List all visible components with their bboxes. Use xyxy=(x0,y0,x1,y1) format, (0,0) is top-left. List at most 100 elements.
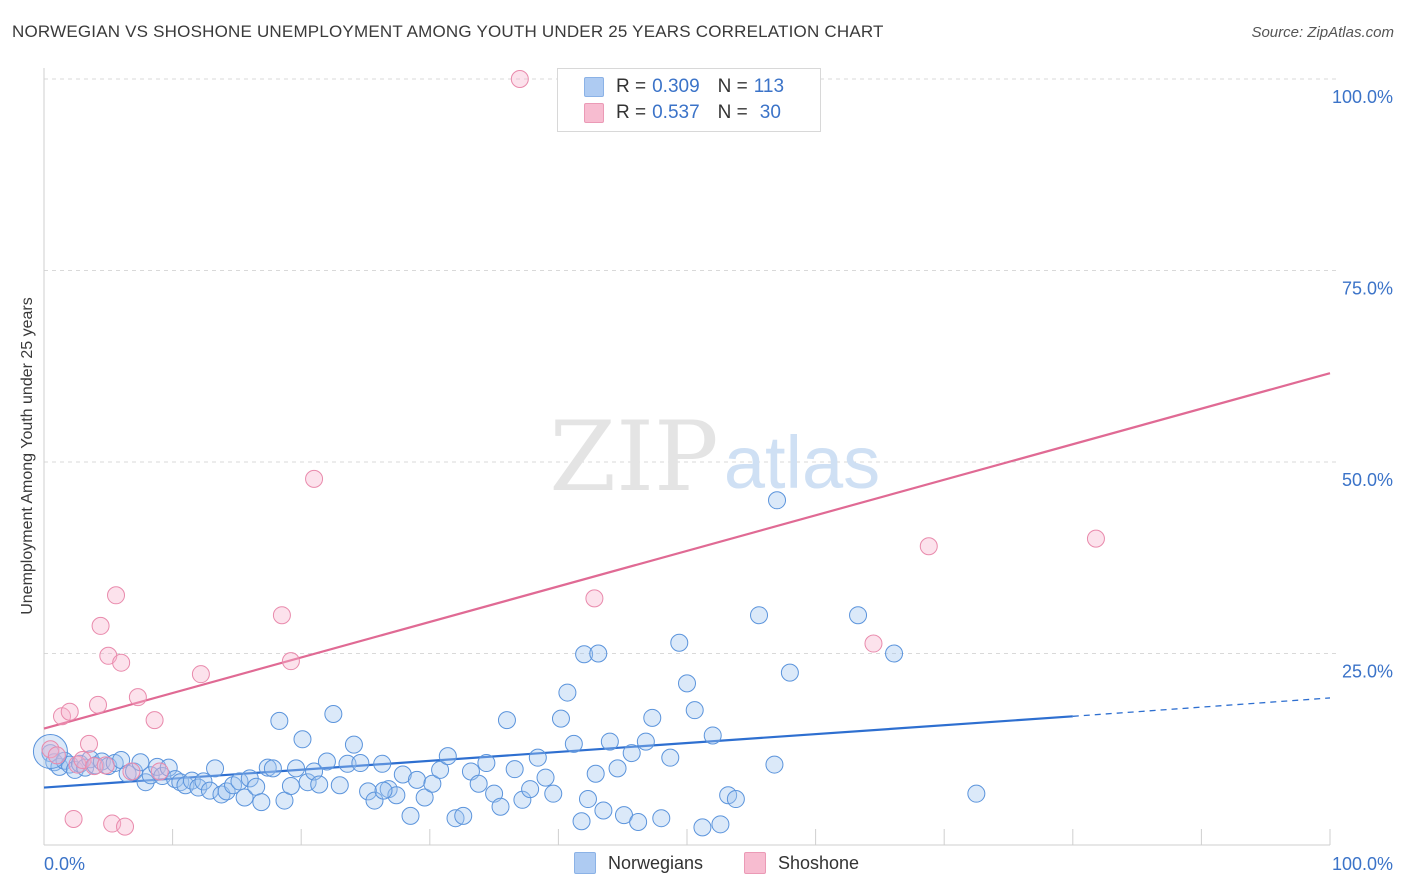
legend-swatch-blue xyxy=(584,77,604,97)
norwegians-point xyxy=(206,759,225,778)
legend-swatch-pink xyxy=(584,103,604,123)
norwegians-point xyxy=(171,773,190,792)
norwegians-point xyxy=(711,815,730,834)
norwegians-point xyxy=(505,760,524,779)
legend-row-shoshone: R = 0.537 N = 30 xyxy=(584,102,781,124)
shoshone-point xyxy=(585,589,604,608)
norwegians-point xyxy=(310,775,329,794)
norwegians-point xyxy=(344,735,363,754)
norwegians-point xyxy=(477,754,496,773)
series-legend: Norwegians Shoshone xyxy=(0,852,1406,876)
norwegians-point xyxy=(594,801,613,820)
norwegians-point xyxy=(765,755,784,774)
norwegians-point xyxy=(967,784,986,803)
legend-r-value: 0.537 xyxy=(652,102,700,123)
norwegians-point xyxy=(600,732,619,751)
norwegians-point xyxy=(293,730,312,749)
norwegians-point xyxy=(317,752,336,771)
norwegians-point xyxy=(670,633,689,652)
legend-swatch-pink xyxy=(744,852,766,874)
norwegians-point xyxy=(564,734,583,753)
shoshone-point xyxy=(272,606,291,625)
norwegians-point xyxy=(324,705,343,724)
norwegians-point xyxy=(159,758,178,777)
norwegians-point xyxy=(252,793,271,812)
norwegians-point xyxy=(131,753,150,772)
norwegians-point xyxy=(849,606,868,625)
norwegians-point xyxy=(586,764,605,783)
legend-item-shoshone[interactable]: Shoshone xyxy=(744,852,859,874)
legend-n-label: N = xyxy=(717,102,748,123)
x-tick-label: 0.0% xyxy=(44,854,85,874)
shoshone-point xyxy=(96,756,115,775)
shoshone-point xyxy=(80,734,99,753)
shoshone-point xyxy=(60,702,79,721)
gridlines xyxy=(44,78,1336,654)
norwegians-point xyxy=(189,778,208,797)
norwegians-point xyxy=(685,701,704,720)
watermark-zip: ZIP xyxy=(549,401,718,513)
shoshone-point xyxy=(116,817,135,836)
norwegians-point xyxy=(423,774,442,793)
norwegians-point xyxy=(643,708,662,727)
norwegians-point xyxy=(365,791,384,810)
norwegians-point xyxy=(359,782,378,801)
norwegians-point xyxy=(544,784,563,803)
legend-r-value: 0.309 xyxy=(652,76,700,97)
norwegians-point xyxy=(407,770,426,789)
norwegians-point xyxy=(401,806,420,825)
y-tick-label: 50.0% xyxy=(1342,470,1393,490)
legend-item-norwegians[interactable]: Norwegians xyxy=(574,852,703,874)
norwegians-point xyxy=(629,813,648,832)
source-label: Source: ZipAtlas.com xyxy=(1251,24,1394,41)
watermark: ZIP atlas xyxy=(549,401,880,513)
watermark-atlas: atlas xyxy=(724,421,880,504)
shoshone-points xyxy=(41,70,1105,836)
norwegians-point xyxy=(454,806,473,825)
norwegians-point xyxy=(558,683,577,702)
y-tick-label: 100.0% xyxy=(1332,87,1393,107)
norwegians-point xyxy=(589,644,608,663)
shoshone-point xyxy=(510,70,529,88)
norwegians-points xyxy=(32,491,986,837)
legend-swatch-blue xyxy=(574,852,596,874)
norwegians-point xyxy=(351,754,370,773)
shoshone-point xyxy=(112,653,131,672)
axes xyxy=(43,68,1331,846)
norwegians-point xyxy=(194,772,213,791)
legend-n-value: 30 xyxy=(759,102,781,123)
norwegians-point xyxy=(768,491,787,510)
norwegians-point xyxy=(536,768,555,787)
norwegians-point xyxy=(338,754,357,773)
norwegians-point xyxy=(281,777,300,796)
legend-label-norwegians: Norwegians xyxy=(608,852,704,873)
norwegians-point xyxy=(578,790,597,809)
trend-lines xyxy=(43,372,1331,789)
norwegians-point xyxy=(693,818,712,837)
norwegians-point xyxy=(780,663,799,682)
norwegians-point xyxy=(726,790,745,809)
norwegians-point-large xyxy=(32,734,68,770)
shoshone-point xyxy=(89,695,108,714)
norwegians-point xyxy=(521,780,540,799)
norwegians-point xyxy=(661,748,680,767)
shoshone-point xyxy=(919,537,938,556)
shoshone-point xyxy=(150,762,169,781)
legend-r-label: R = xyxy=(616,76,647,97)
legend-r-label: R = xyxy=(616,102,647,123)
norwegians-point xyxy=(393,765,412,784)
norwegians-point xyxy=(575,645,594,664)
norwegians-point xyxy=(551,709,570,728)
norwegians-point xyxy=(572,812,591,831)
shoshone-point xyxy=(47,746,66,765)
norwegians-point xyxy=(298,773,317,792)
norwegians-point xyxy=(431,760,450,779)
norwegians-point xyxy=(270,711,289,730)
shoshone-point xyxy=(73,750,92,769)
shoshone-point xyxy=(64,809,83,828)
shoshone-point xyxy=(864,634,883,653)
y-tick-label: 75.0% xyxy=(1342,279,1393,299)
norwegians-point xyxy=(678,674,696,693)
norwegians-point xyxy=(652,809,671,828)
